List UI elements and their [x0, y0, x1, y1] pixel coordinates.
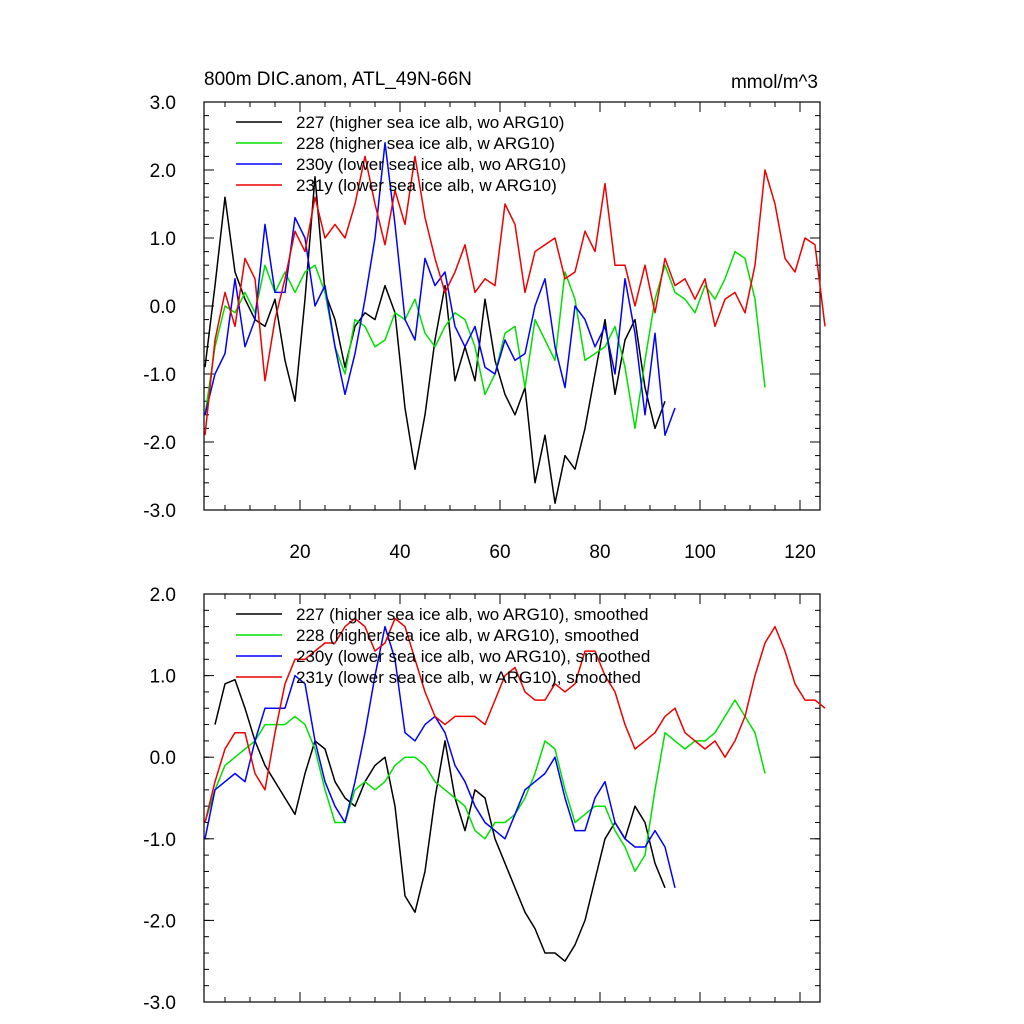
legend-label: 228 (higher sea ice alb, w ARG10), smoot… [296, 626, 639, 645]
series-line-1 [204, 250, 766, 430]
y-tick-label: -3.0 [143, 501, 176, 522]
y-tick-label: 0.0 [150, 748, 176, 769]
y-tick-label: 1.0 [150, 667, 176, 688]
y-tick-label: -1.0 [143, 830, 176, 851]
series-lines-top [204, 142, 826, 504]
legend-label: 228 (higher sea ice alb, w ARG10) [296, 134, 555, 153]
legend-bottom: 227 (higher sea ice alb, wo ARG10), smoo… [236, 605, 650, 687]
series-line-3 [204, 617, 826, 823]
x-tick-label: 100 [684, 542, 716, 563]
y-tick-label: -1.0 [143, 365, 176, 386]
bottom-panel: 2.0 1.0 0.0 -1.0 -2.0 -3.0 227 (higher sea ic… [143, 585, 826, 1014]
legend-label: 230y (lower sea ice alb, wo ARG10) [296, 155, 566, 174]
y-tick-label: 0.0 [150, 297, 176, 318]
series-line-2 [204, 625, 676, 888]
y-tick-label: 2.0 [150, 585, 176, 606]
y-tick-label: -2.0 [143, 433, 176, 454]
x-tick-label: 20 [289, 542, 310, 563]
legend-label: 231y (lower sea ice alb, w ARG10), smoot… [296, 668, 641, 687]
legend-label: 230y (lower sea ice alb, wo ARG10), smoo… [296, 647, 650, 666]
series-line-0 [204, 176, 666, 504]
x-tick-labels-top: 20 40 60 80 100 120 [289, 542, 815, 563]
y-tick-label: -3.0 [143, 993, 176, 1014]
legend-top: 227 (higher sea ice alb, wo ARG10) 228 (h… [236, 113, 566, 195]
y-tick-label: 1.0 [150, 229, 176, 250]
series-line-3 [204, 155, 826, 436]
legend-label: 227 (higher sea ice alb, wo ARG10) [296, 113, 564, 132]
x-tick-label: 60 [489, 542, 510, 563]
series-line-0 [214, 678, 666, 962]
tick-group-bottom [204, 593, 820, 1003]
y-tick-label: 2.0 [150, 161, 176, 182]
plot-frame-bottom [203, 593, 821, 1003]
y-tick-labels-bottom: 2.0 1.0 0.0 -1.0 -2.0 -3.0 [143, 585, 176, 1014]
legend-label: 227 (higher sea ice alb, wo ARG10), smoo… [296, 605, 648, 624]
x-tick-label: 120 [784, 542, 816, 563]
series-lines-bottom [204, 617, 826, 962]
y-tick-label: -2.0 [143, 911, 176, 932]
y-tick-label: 3.0 [150, 93, 176, 114]
top-panel: 800m DIC.anom, ATL_49N-66N mmol/m^3 3.0 2… [143, 69, 826, 563]
legend-label: 231y (lower sea ice alb, w ARG10) [296, 176, 557, 195]
x-tick-label: 40 [389, 542, 410, 563]
units-label: mmol/m^3 [731, 72, 818, 93]
chart-title: 800m DIC.anom, ATL_49N-66N [204, 69, 472, 90]
series-line-2 [204, 142, 676, 436]
y-tick-labels-top: 3.0 2.0 1.0 0.0 -1.0 -2.0 -3.0 [143, 93, 176, 522]
tick-group-top [204, 101, 820, 511]
series-line-1 [204, 699, 766, 873]
x-tick-label: 80 [589, 542, 610, 563]
